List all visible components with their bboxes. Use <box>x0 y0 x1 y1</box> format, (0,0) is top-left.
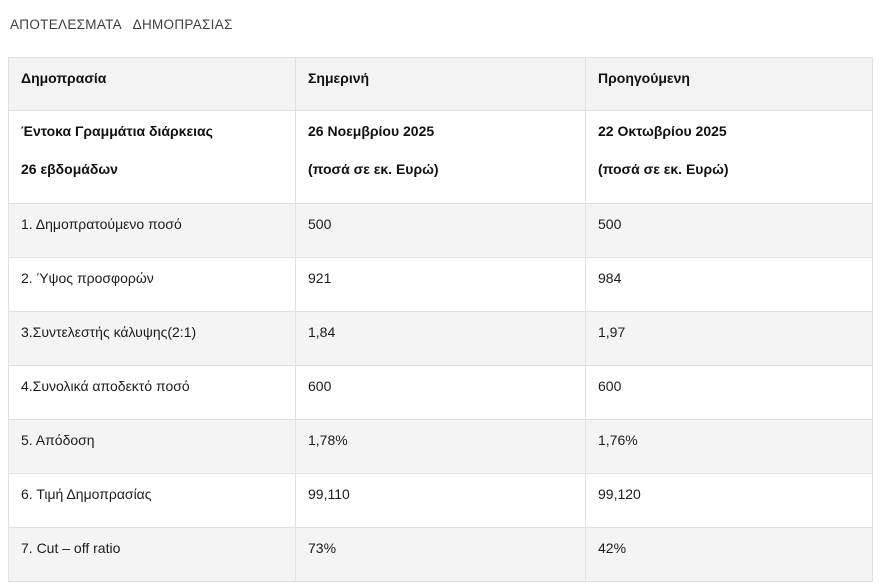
row-current-value: 1,84 <box>295 311 586 366</box>
current-auction-unit: (ποσά σε εκ. Ευρώ) <box>308 161 439 177</box>
table-row-auction-price: 6. Τιμή Δημοπρασίας 99,110 99,120 <box>8 473 873 528</box>
row-label: 7. Cut – off ratio <box>8 527 296 582</box>
table-row-coverage-ratio: 3.Συντελεστής κάλυψης(2:1) 1,84 1,97 <box>8 311 873 366</box>
row-label: 3.Συντελεστής κάλυψης(2:1) <box>8 311 296 366</box>
previous-auction-unit: (ποσά σε εκ. Ευρώ) <box>598 161 729 177</box>
row-label: 4.Συνολικά αποδεκτό ποσό <box>8 365 296 420</box>
row-previous-value: 42% <box>585 527 873 582</box>
auction-results-table: Δημοπρασία Σημερινή Προηγούμενη Έντοκα Γ… <box>8 57 873 582</box>
table-row-bids-amount: 2. Ύψος προσφορών 921 984 <box>8 257 873 312</box>
table-row-auctioned-amount: 1. Δημοπρατούμενο ποσό 500 500 <box>8 203 873 258</box>
column-header-current: Σημερινή <box>295 57 586 111</box>
table-subheader-row: Έντοκα Γραμμάτια διάρκειας 26 εβδομάδων … <box>8 110 873 204</box>
row-label: 1. Δημοπρατούμενο ποσό <box>8 203 296 258</box>
row-label: 6. Τιμή Δημοπρασίας <box>8 473 296 528</box>
row-previous-value: 99,120 <box>585 473 873 528</box>
row-previous-value: 1,97 <box>585 311 873 366</box>
row-current-value: 73% <box>295 527 586 582</box>
current-auction-date: 26 Νοεμβρίου 2025 <box>308 123 435 139</box>
table-row-cut-off-ratio: 7. Cut – off ratio 73% 42% <box>8 527 873 582</box>
row-current-value: 921 <box>295 257 586 312</box>
row-label: 5. Απόδοση <box>8 419 296 474</box>
row-previous-value: 600 <box>585 365 873 420</box>
row-previous-value: 1,76% <box>585 419 873 474</box>
security-description-cell: Έντοκα Γραμμάτια διάρκειας 26 εβδομάδων <box>8 110 296 204</box>
previous-auction-date: 22 Οκτωβρίου 2025 <box>598 123 727 139</box>
row-current-value: 1,78% <box>295 419 586 474</box>
security-type: Έντοκα Γραμμάτια διάρκειας <box>21 123 213 139</box>
table-row-yield: 5. Απόδοση 1,78% 1,76% <box>8 419 873 474</box>
row-current-value: 600 <box>295 365 586 420</box>
security-duration: 26 εβδομάδων <box>21 161 118 177</box>
table-row-accepted-amount: 4.Συνολικά αποδεκτό ποσό 600 600 <box>8 365 873 420</box>
column-header-auction: Δημοπρασία <box>8 57 296 111</box>
row-label: 2. Ύψος προσφορών <box>8 257 296 312</box>
previous-auction-date-cell: 22 Οκτωβρίου 2025 (ποσά σε εκ. Ευρώ) <box>585 110 873 204</box>
page-title: ΑΠΟΤΕΛΕΣΜΑΤΑ ΔΗΜΟΠΡΑΣΙΑΣ <box>10 17 233 32</box>
row-current-value: 500 <box>295 203 586 258</box>
row-previous-value: 500 <box>585 203 873 258</box>
column-header-previous: Προηγούμενη <box>585 57 873 111</box>
row-current-value: 99,110 <box>295 473 586 528</box>
current-auction-date-cell: 26 Νοεμβρίου 2025 (ποσά σε εκ. Ευρώ) <box>295 110 586 204</box>
row-previous-value: 984 <box>585 257 873 312</box>
table-header-row: Δημοπρασία Σημερινή Προηγούμενη <box>8 57 873 111</box>
